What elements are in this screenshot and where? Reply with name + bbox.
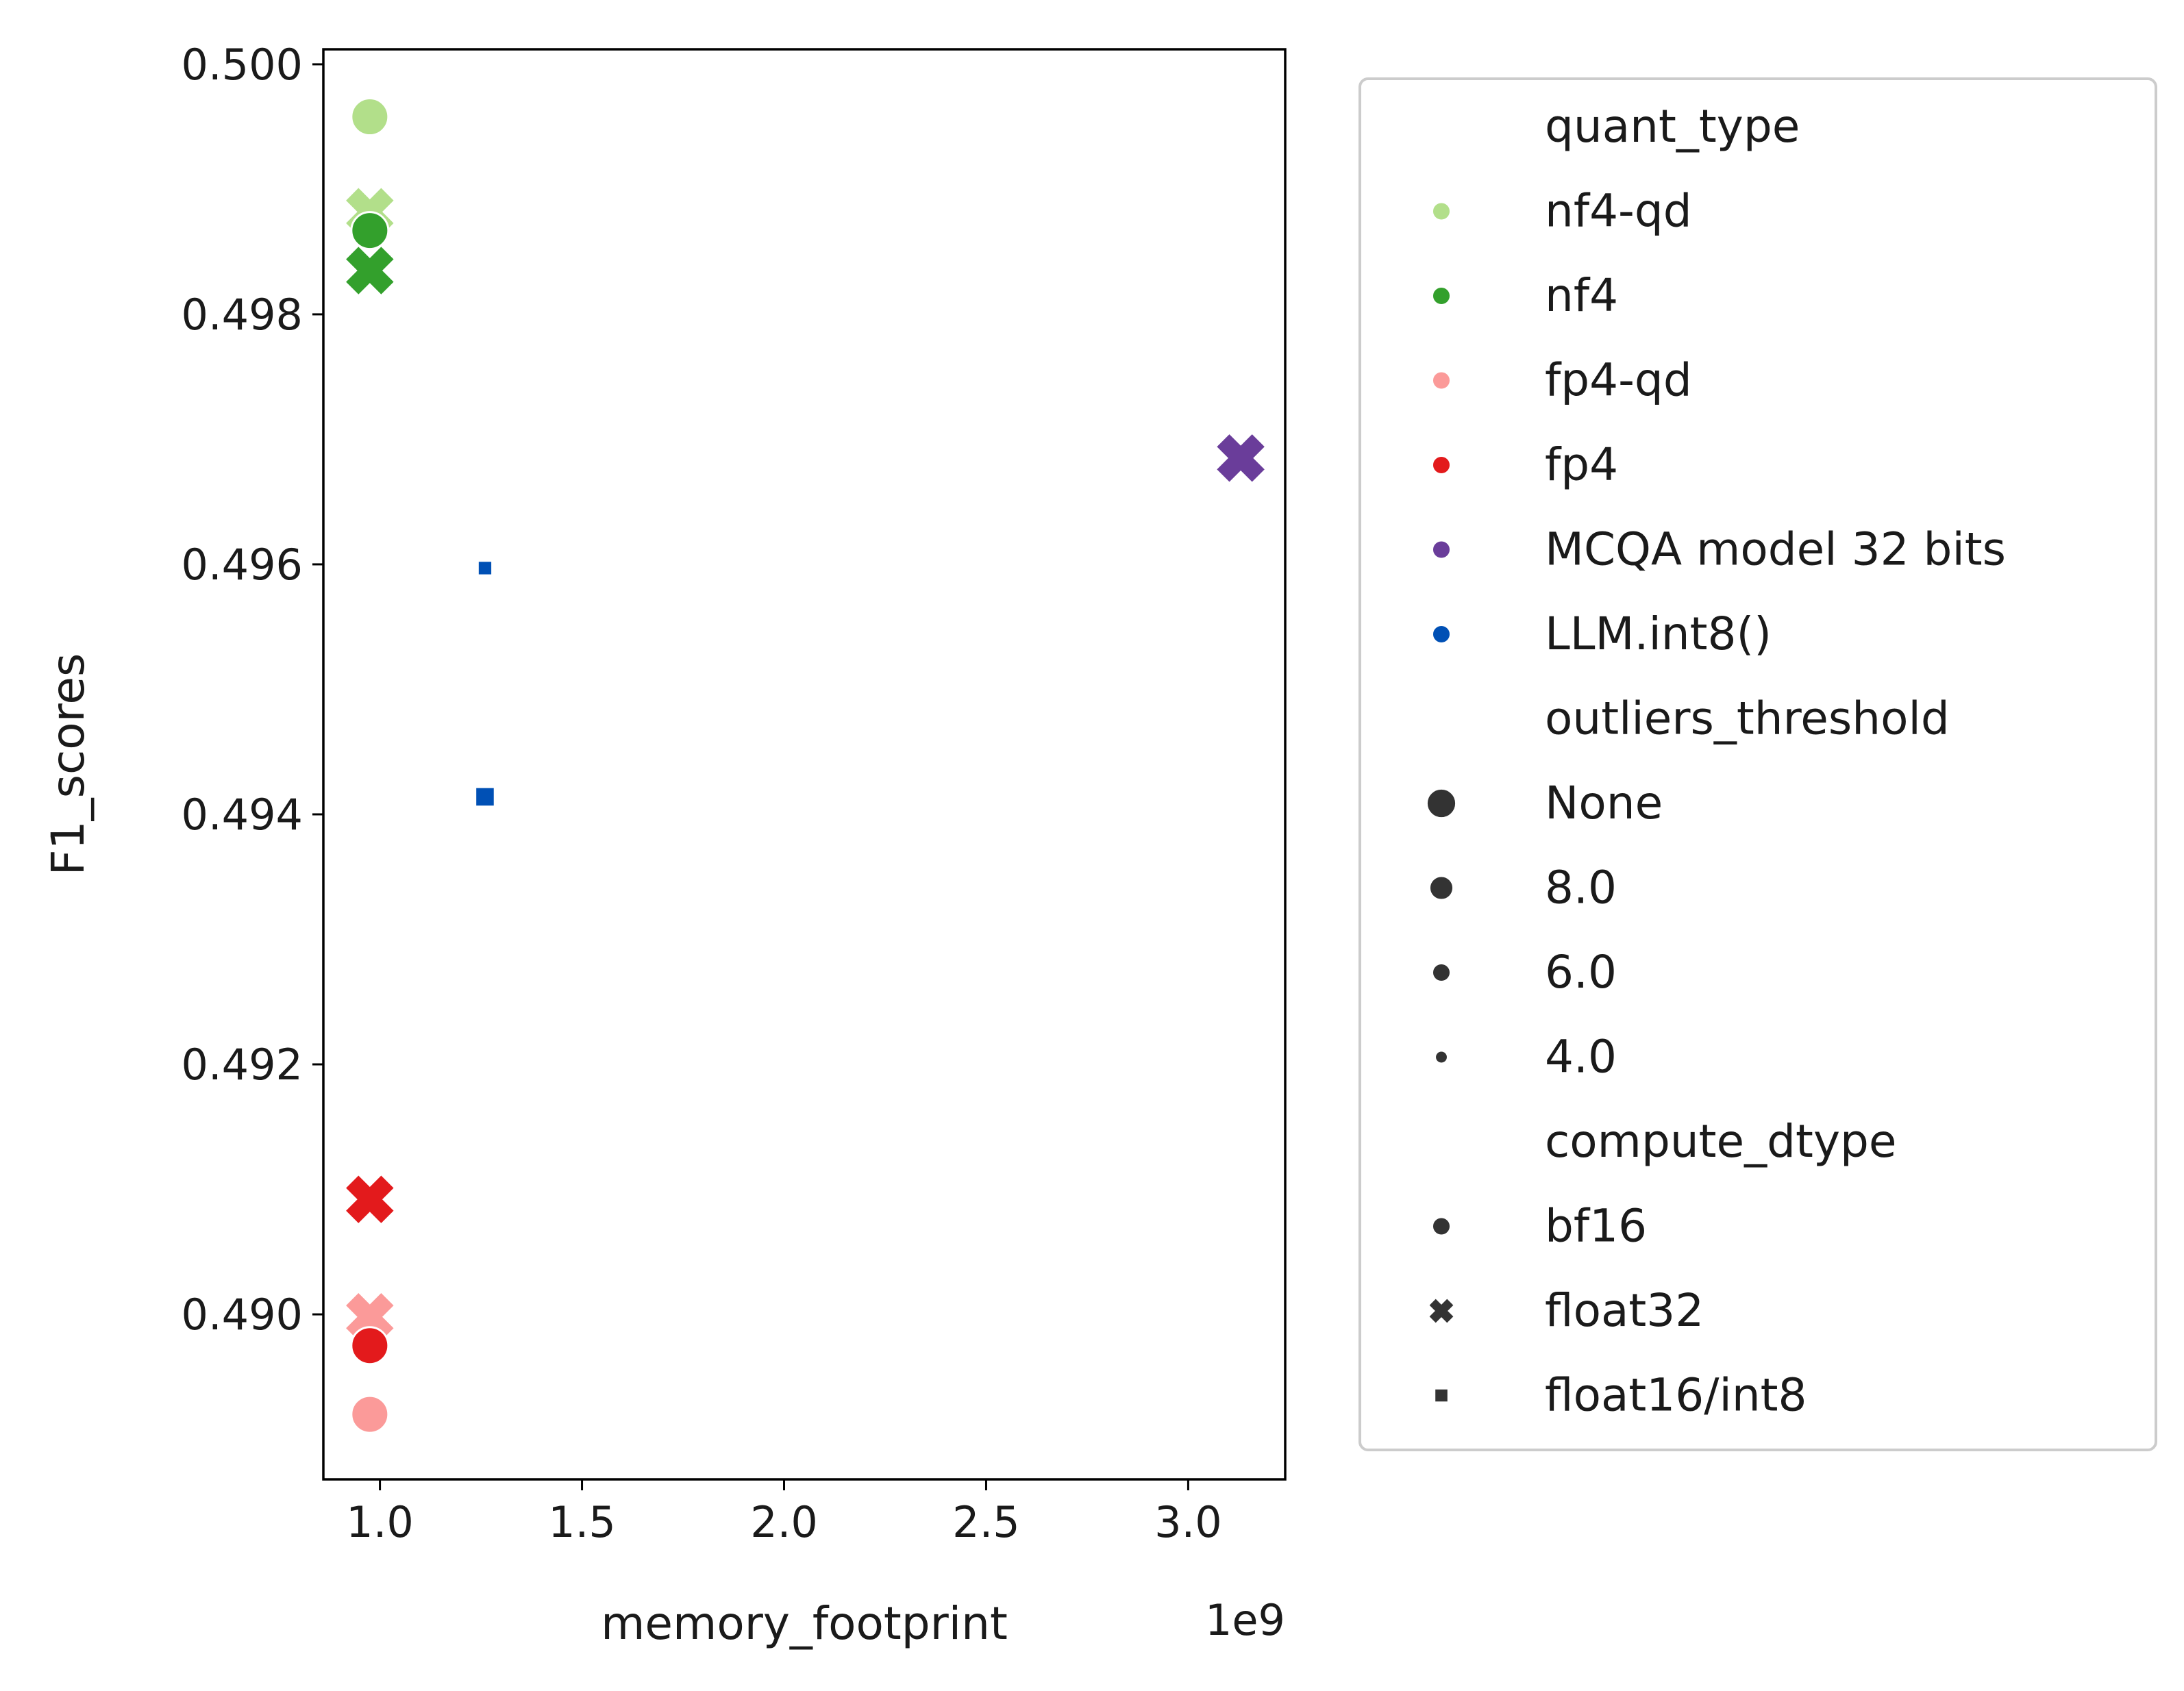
data-point [350,1394,390,1434]
data-point [350,211,390,251]
data-point [477,560,493,576]
y-tick-label: 0.500 [182,40,303,90]
x-marker-stroke [346,247,394,295]
legend-item-label: fp4 [1545,438,1618,491]
data-point [1215,433,1266,484]
x-tick-label: 1.5 [548,1497,616,1547]
legend-item-label: float16/int8 [1545,1369,1807,1422]
x-tick-label: 3.0 [1154,1497,1222,1547]
plot-area [345,97,1266,1434]
legend-marker [1431,201,1452,222]
legend-item-label: fp4-qd [1545,354,1692,407]
x-tick-label: 2.5 [952,1497,1020,1547]
legend-item-label: LLM.int8() [1545,607,1772,660]
axes: 1.0 1.5 2.0 2.5 3.0 0.490 0.492 0.494 0.496 0.498… [42,40,1287,1650]
data-point [345,1292,395,1342]
legend-item-label: float32 [1545,1284,1704,1337]
data-point [345,245,395,296]
legend-marker [1431,962,1452,983]
legend-item-label: nf4 [1545,269,1618,322]
legend-item-label: MCQA model 32 bits [1545,523,2006,576]
legend-box [1358,77,2157,1451]
y-axis-label: F1_scores [42,653,95,876]
legend: quant_type nf4-qd nf4 fp4-qd fp4 MCQA model 3… [1358,77,2157,1451]
legend-marker [1431,624,1452,644]
y-tick-label: 0.498 [182,290,303,340]
legend-item-label: bf16 [1545,1200,1647,1253]
legend-marker [1428,1297,1455,1325]
y-tick-label: 0.496 [182,540,303,590]
legend-marker [1425,787,1458,820]
y-tick-label: 0.492 [182,1040,303,1090]
data-point [350,97,390,137]
data-point [350,1326,390,1366]
legend-group-title: quant_type [1545,100,1800,153]
x-axis-label: memory_footprint [601,1597,1008,1650]
x-marker-stroke [1217,434,1265,482]
plot-frame [322,48,1287,1481]
legend-marker [1431,286,1452,306]
legend-group-title: compute_dtype [1545,1115,1897,1168]
legend-marker [1431,455,1452,475]
legend-item-label: 8.0 [1545,862,1617,914]
legend-marker [1431,370,1452,391]
legend-marker [1434,1049,1449,1065]
data-point [475,786,495,807]
x-axis-offset-label: 1e9 [1205,1595,1285,1645]
x-tick-label: 1.0 [346,1497,414,1547]
legend-item-label: nf4-qd [1545,185,1692,238]
x-marker-stroke [346,1293,394,1341]
legend-item-label: None [1545,777,1663,829]
legend-marker [1434,1388,1449,1403]
y-tick-label: 0.490 [182,1290,303,1340]
legend-group-title: outliers_threshold [1545,692,1950,745]
x-tick-label: 2.0 [750,1497,818,1547]
x-marker-stroke [346,1175,394,1223]
legend-item-label: 4.0 [1545,1031,1617,1084]
y-tick-label: 0.494 [182,790,303,840]
legend-marker [1428,875,1455,901]
x-marker-stroke [1429,1299,1454,1323]
data-point [345,1174,395,1225]
legend-marker [1431,539,1452,560]
legend-marker [1431,1216,1452,1237]
legend-item-label: 6.0 [1545,946,1617,999]
